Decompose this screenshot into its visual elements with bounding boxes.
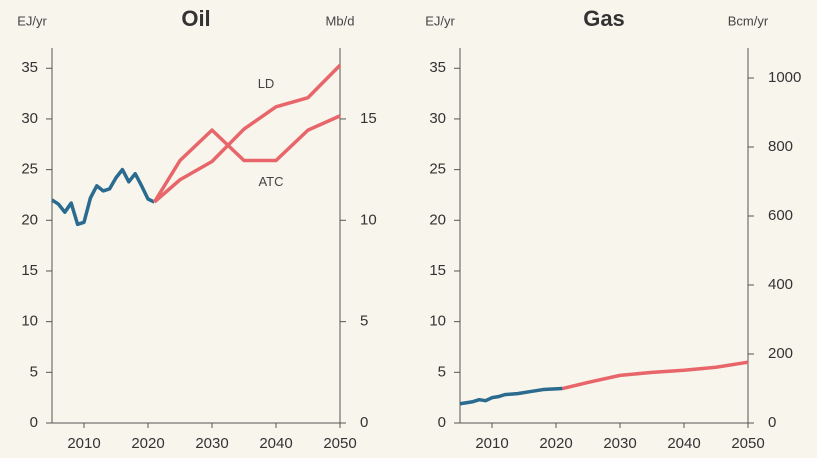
series-line xyxy=(152,114,341,203)
y2-tick-label: 600 xyxy=(768,207,793,224)
y-tick-label: 30 xyxy=(21,110,38,127)
series-line xyxy=(153,64,342,204)
series-line xyxy=(459,386,563,406)
y-tick-label: 30 xyxy=(429,110,446,127)
y2-tick-label: 1000 xyxy=(768,69,801,86)
x-tick-label: 2030 xyxy=(195,435,228,452)
y2-tick-label: 0 xyxy=(360,414,368,431)
y-tick-label: 10 xyxy=(429,313,446,330)
series-label: LD xyxy=(258,76,275,91)
series-label: ATC xyxy=(258,174,283,189)
y-tick-label: 5 xyxy=(30,363,38,380)
y2-tick-label: 15 xyxy=(360,110,377,127)
y-tick-label: 5 xyxy=(438,363,446,380)
x-tick-label: 2020 xyxy=(131,435,164,452)
y-tick-label: 20 xyxy=(21,211,38,228)
y-tick-label: 10 xyxy=(21,313,38,330)
x-tick-label: 2020 xyxy=(539,435,572,452)
series-line xyxy=(561,360,749,391)
x-tick-label: 2010 xyxy=(67,435,100,452)
chart-title: Gas xyxy=(583,6,625,31)
y-axis-label: EJ/yr xyxy=(425,13,455,28)
y-tick-label: 0 xyxy=(30,414,38,431)
chart-title: Oil xyxy=(181,6,210,31)
y2-tick-label: 400 xyxy=(768,276,793,293)
y-tick-label: 35 xyxy=(21,59,38,76)
y-tick-label: 25 xyxy=(429,161,446,178)
y-tick-label: 15 xyxy=(21,262,38,279)
y-tick-label: 35 xyxy=(429,59,446,76)
series-line xyxy=(51,167,156,227)
x-tick-label: 2040 xyxy=(259,435,292,452)
y2-axis-label: Mb/d xyxy=(326,13,355,28)
y-tick-label: 15 xyxy=(429,262,446,279)
y-tick-label: 0 xyxy=(438,414,446,431)
y2-tick-label: 5 xyxy=(360,313,368,330)
y2-tick-label: 10 xyxy=(360,211,377,228)
x-tick-label: 2040 xyxy=(667,435,700,452)
y2-tick-label: 200 xyxy=(768,345,793,362)
x-tick-label: 2030 xyxy=(603,435,636,452)
y2-axis-label: Bcm/yr xyxy=(728,13,769,28)
y2-tick-label: 0 xyxy=(768,414,776,431)
y2-tick-label: 800 xyxy=(768,138,793,155)
y-tick-label: 25 xyxy=(21,161,38,178)
y-axis-label: EJ/yr xyxy=(17,13,47,28)
x-tick-label: 2010 xyxy=(475,435,508,452)
y-tick-label: 20 xyxy=(429,211,446,228)
x-tick-label: 2050 xyxy=(323,435,356,452)
x-tick-label: 2050 xyxy=(731,435,764,452)
